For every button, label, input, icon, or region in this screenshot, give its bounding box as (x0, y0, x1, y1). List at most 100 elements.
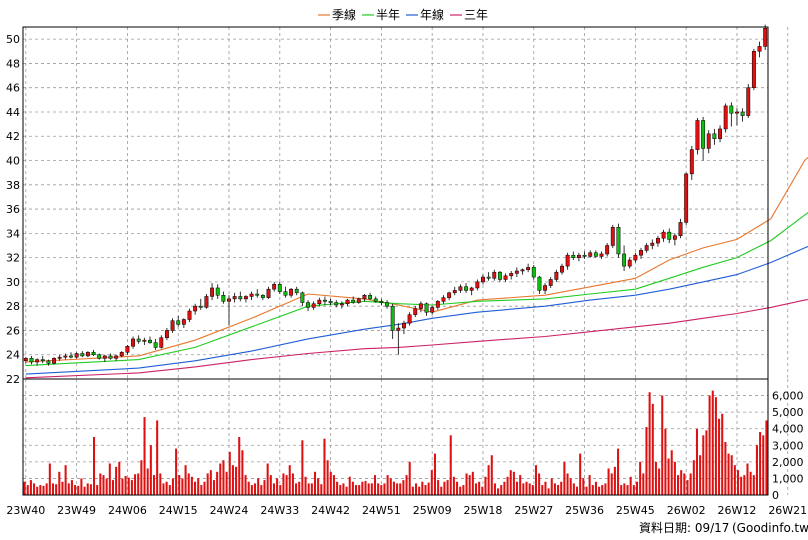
price-tick-label: 28 (6, 300, 20, 313)
volume-bar (424, 485, 427, 495)
x-tick-label: 26W12 (718, 504, 757, 517)
volume-bar (190, 476, 193, 495)
candle-body (531, 267, 536, 278)
candle-body (187, 310, 192, 320)
volume-bar (399, 483, 402, 495)
candle-body (210, 287, 215, 297)
volume-bar (26, 485, 29, 495)
candle-body (712, 133, 717, 139)
candle-body (227, 298, 231, 302)
volume-bar (244, 475, 247, 495)
volume-bar (528, 483, 531, 495)
volume-bar (500, 485, 503, 495)
volume-tick-label: 1,000 (772, 472, 804, 485)
volume-bar (295, 483, 298, 495)
volume-bar (86, 483, 89, 495)
volume-bar (370, 483, 373, 495)
volume-bar (418, 486, 421, 495)
legend: 季線 半年 年線 三年 (318, 7, 488, 22)
volume-bar (99, 473, 102, 495)
volume-bar (443, 481, 446, 495)
volume-bar (632, 485, 635, 495)
candle-body (616, 227, 621, 255)
volume-bar (579, 453, 582, 495)
volume-bar (746, 463, 749, 495)
volume-bar (187, 473, 190, 495)
candle-body (351, 299, 356, 303)
volume-bar (440, 486, 443, 495)
volume-bar (51, 483, 55, 495)
x-tick-label: 24W51 (362, 504, 401, 517)
volume-tick-label: 5,000 (772, 406, 804, 419)
volume-bar (759, 432, 762, 495)
volume-bar (752, 475, 755, 495)
candle-body (294, 288, 299, 294)
candle-body (537, 276, 542, 291)
volume-tick-label: 0 (772, 489, 779, 502)
volume-bar (487, 465, 490, 495)
volume-bar (411, 486, 414, 495)
volume-bar (654, 461, 657, 495)
volume-bar (367, 483, 370, 495)
candle-body (57, 356, 62, 359)
volume-bar (566, 473, 569, 495)
volume-bar (380, 485, 383, 495)
volume-bar (550, 478, 553, 495)
volume-bar (121, 478, 124, 495)
volume-bar (225, 471, 228, 495)
candle-body (475, 281, 480, 289)
source-label: (Goodinfo.tw) (732, 521, 808, 535)
volume-bar (93, 437, 96, 495)
candle-body (543, 285, 548, 291)
candle-body (80, 353, 85, 357)
candle-body (125, 345, 130, 353)
candle-body (514, 270, 519, 274)
volume-bar (111, 480, 114, 495)
candle-body (723, 105, 728, 130)
volume-bar (506, 476, 509, 495)
candle-body (29, 358, 34, 363)
volume-bar (247, 481, 250, 495)
x-tick-label: 24W06 (108, 504, 147, 517)
x-tick-label: 26W21 (768, 504, 807, 517)
volume-bar (266, 463, 269, 495)
volume-bar (740, 476, 743, 495)
volume-bar (342, 483, 345, 495)
volume-bar (702, 435, 705, 495)
candle-body (644, 245, 649, 251)
volume-bar (705, 430, 708, 495)
volume-bar (658, 468, 661, 495)
volume-bar (351, 481, 354, 495)
candle-body (255, 293, 260, 296)
candle-body (52, 358, 56, 364)
candle-body (661, 231, 666, 239)
candle-body (114, 355, 119, 359)
volume-bar (304, 476, 307, 495)
volume-bar (430, 470, 433, 495)
volume-bar (607, 468, 610, 495)
volume-bar (396, 483, 399, 495)
candle-body (622, 253, 627, 267)
candle-body (763, 27, 768, 47)
volume-bar (585, 486, 588, 495)
price-axis-ticks: 22 24 26 28 30 32 34 36 38 40 42 44 46 48 50 (6, 33, 20, 386)
volume-bar (651, 403, 654, 495)
volume-bar (361, 481, 364, 495)
candle-body (458, 286, 463, 291)
volume-bar (667, 458, 670, 495)
volume-bar (686, 480, 689, 495)
volume-bar (484, 476, 487, 495)
volume-bar (257, 478, 260, 495)
volume-bar (386, 475, 389, 495)
volume-bar (478, 481, 481, 495)
candle-body (605, 245, 610, 255)
price-tick-label: 50 (6, 33, 20, 46)
volume-bar (175, 448, 178, 495)
legend-item-year: 年線 (406, 7, 444, 22)
volume-bar (755, 445, 758, 495)
volume-bar (736, 470, 740, 495)
volume-bar (617, 448, 620, 495)
candle-body (221, 294, 226, 302)
candle-body (582, 254, 587, 257)
volume-bar (36, 486, 39, 495)
